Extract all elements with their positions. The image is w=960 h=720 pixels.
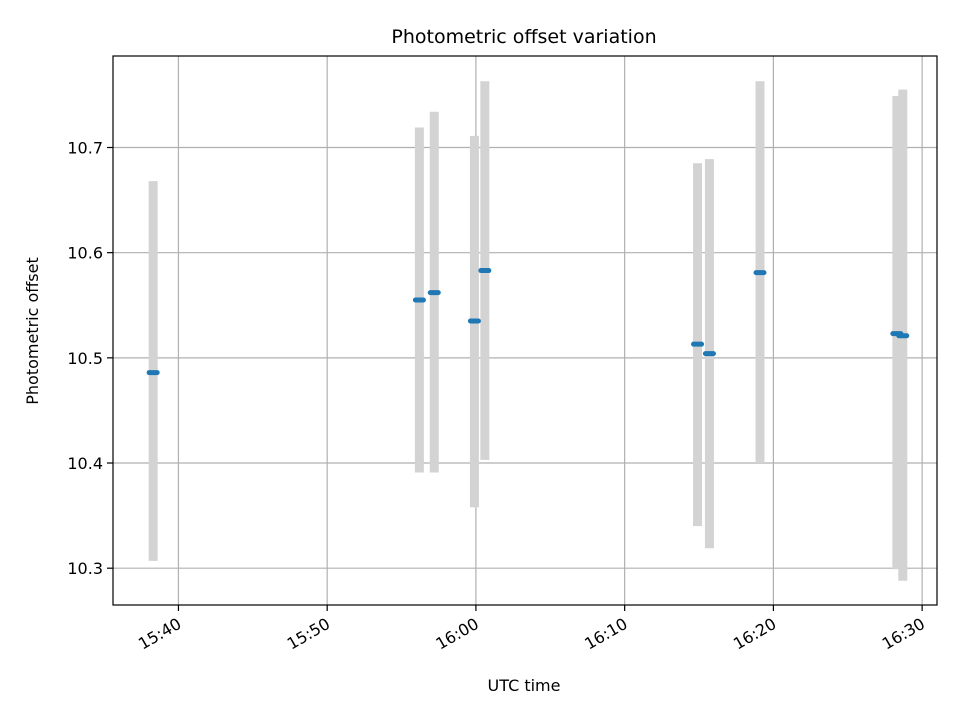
x-axis-ticks: 15:40 15:50 16:00 16:10 16:20 16:30 bbox=[135, 605, 928, 654]
y-axis-ticks: 10.3 10.4 10.5 10.6 10.7 bbox=[67, 139, 113, 578]
x-tick-label: 16:00 bbox=[432, 614, 481, 654]
x-axis-label: UTC time bbox=[488, 676, 561, 695]
y-tick-label: 10.5 bbox=[67, 349, 103, 368]
y-axis-label: Photometric offset bbox=[23, 257, 42, 405]
x-tick-label: 16:20 bbox=[730, 614, 779, 654]
grid bbox=[113, 56, 937, 605]
data-points bbox=[146, 268, 910, 376]
plot-area-frame bbox=[112, 55, 938, 606]
chart-title: Photometric offset variation bbox=[391, 26, 656, 48]
y-tick-label: 10.6 bbox=[67, 244, 103, 263]
x-tick-label: 16:30 bbox=[879, 614, 928, 654]
x-tick-label: 16:10 bbox=[581, 614, 630, 654]
y-tick-label: 10.7 bbox=[67, 139, 103, 158]
y-tick-label: 10.4 bbox=[67, 454, 103, 473]
x-tick-label: 15:50 bbox=[284, 614, 333, 654]
error-bars bbox=[148, 81, 908, 581]
x-tick-label: 15:40 bbox=[135, 614, 184, 654]
y-tick-label: 10.3 bbox=[67, 559, 103, 578]
